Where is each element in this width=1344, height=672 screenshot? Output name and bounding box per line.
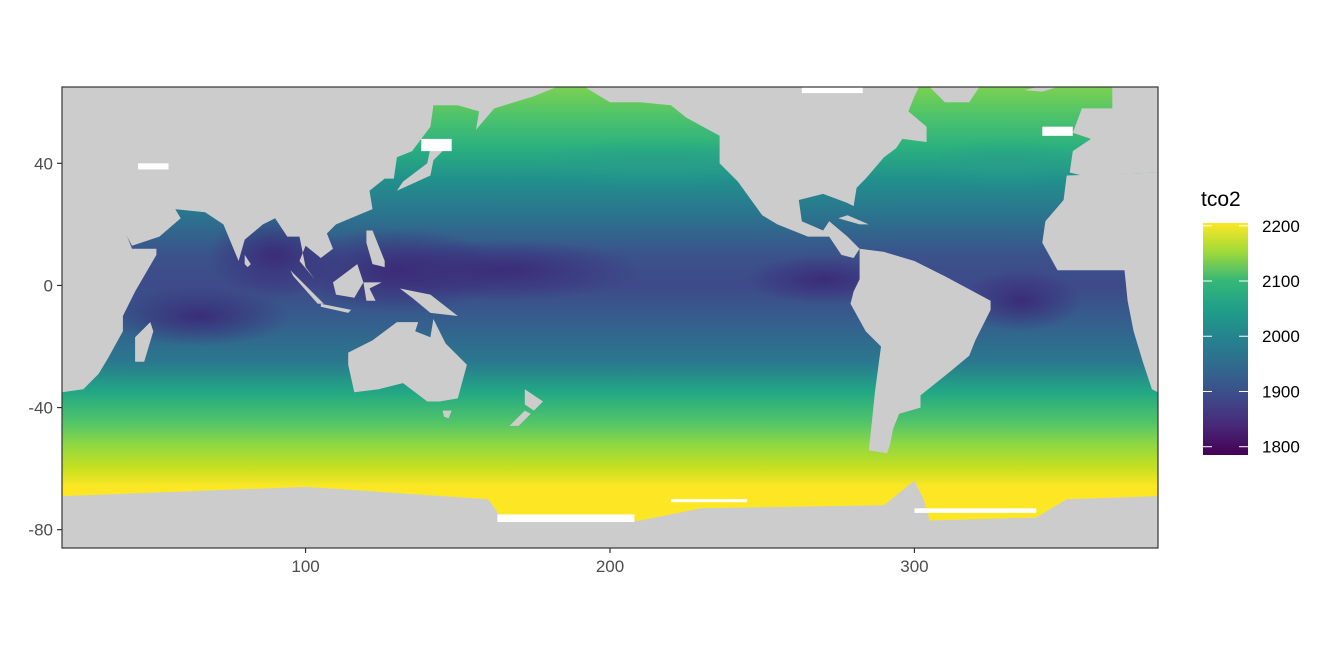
no-data-patch: [497, 514, 635, 523]
low-tco2-region: [960, 270, 1082, 332]
land-greenland: [929, 87, 980, 103]
land-philippines: [366, 230, 385, 268]
missing-data: [138, 87, 1073, 523]
x-tick-label: 100: [291, 557, 319, 576]
land-iceland: [1024, 87, 1058, 92]
land-eurasia: [62, 87, 557, 280]
map-panel: [62, 87, 1158, 548]
y-tick-label: -40: [28, 399, 53, 418]
y-tick-label: 0: [44, 276, 53, 295]
legend-tick-label: 1900: [1262, 382, 1300, 401]
no-data-patch: [138, 163, 169, 170]
y-tick-label: 40: [34, 154, 53, 173]
land-europe: [1069, 87, 1158, 176]
no-data-patch: [670, 499, 748, 503]
legend-title: tco2: [1201, 188, 1241, 211]
land-tasmania: [442, 410, 452, 419]
land-sumatra: [290, 270, 324, 304]
x-axis: 100 200 300: [291, 548, 929, 576]
colorbar: [1203, 223, 1248, 455]
land-masses: [62, 87, 1158, 548]
land-madagascar: [135, 322, 154, 362]
legend-tick-label: 2000: [1262, 327, 1300, 346]
mid-tco2-region: [533, 138, 778, 188]
land-japan: [396, 148, 443, 191]
land-australia: [348, 319, 467, 402]
no-data-patch: [1042, 126, 1073, 136]
legend-tick-label: 1800: [1262, 438, 1300, 457]
land-java: [320, 303, 352, 313]
low-tco2-region: [366, 239, 641, 301]
land-north-america: [584, 87, 927, 258]
land-sri-lanka: [244, 254, 251, 268]
no-data-patch: [421, 138, 452, 152]
land-africa-east: [1042, 172, 1158, 393]
mid-tco2-region: [929, 138, 1083, 188]
x-tick-label: 200: [596, 557, 624, 576]
land-cuba: [838, 215, 869, 225]
legend-tick-label: 2100: [1262, 272, 1300, 291]
y-tick-label: -80: [28, 521, 53, 540]
x-tick-label: 300: [900, 557, 928, 576]
land-south-america: [850, 248, 991, 454]
land-antarctica: [62, 480, 1158, 548]
land-new-guinea: [399, 288, 458, 316]
y-axis: 40 0 -40 -80: [28, 154, 62, 540]
land-nz-north: [524, 389, 543, 411]
land-nz-south: [509, 410, 531, 426]
no-data-patch: [914, 508, 1037, 513]
land-borneo: [333, 264, 364, 298]
legend: tco2 2200 2100 2000 1900 1800: [1201, 188, 1300, 457]
legend-tick-label: 2200: [1262, 217, 1300, 236]
land-sulawesi: [363, 282, 382, 301]
land-africa-west: [62, 172, 157, 393]
no-data-patch: [801, 87, 863, 94]
low-tco2-region: [107, 285, 291, 347]
